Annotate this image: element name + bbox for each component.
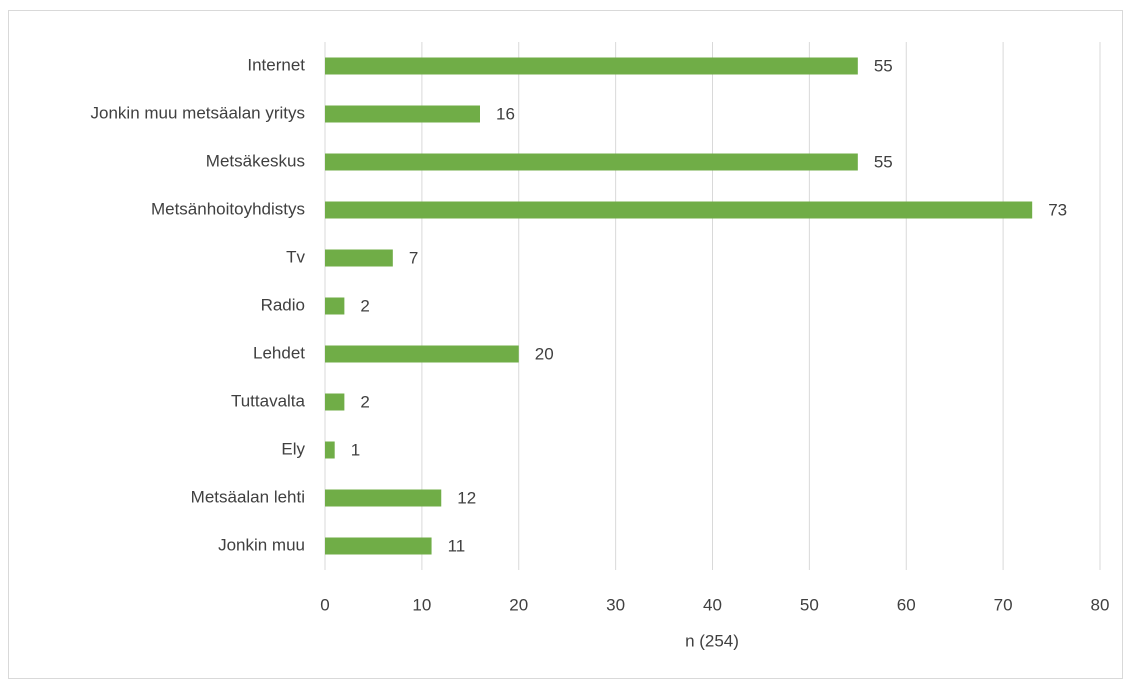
data-label: 1	[351, 440, 360, 459]
data-label: 2	[360, 392, 369, 411]
bar	[325, 297, 345, 315]
x-axis-label: n (254)	[685, 631, 739, 650]
y-tick-label: Internet	[247, 55, 305, 74]
x-tick-label: 40	[703, 595, 722, 614]
data-label: 12	[457, 488, 476, 507]
bar	[325, 489, 442, 507]
bar	[325, 201, 1033, 219]
data-label: 2	[360, 296, 369, 315]
chart-frame	[8, 10, 1123, 679]
data-label: 73	[1048, 200, 1067, 219]
x-tick-label: 50	[800, 595, 819, 614]
x-tick-label: 10	[412, 595, 431, 614]
data-label: 20	[535, 344, 554, 363]
bar	[325, 57, 858, 75]
bar	[325, 105, 480, 123]
bar	[325, 153, 858, 171]
y-tick-label: Metsäkeskus	[206, 151, 305, 170]
bar	[325, 249, 393, 267]
y-tick-label: Tv	[286, 247, 305, 266]
data-label: 16	[496, 104, 515, 123]
bar	[325, 441, 335, 459]
data-label: 55	[874, 56, 893, 75]
y-tick-label: Lehdet	[253, 343, 305, 362]
x-tick-label: 0	[320, 595, 329, 614]
data-label: 11	[448, 536, 466, 555]
y-tick-label: Jonkin muu metsäalan yritys	[91, 103, 305, 122]
y-tick-label: Metsänhoitoyhdistys	[151, 199, 305, 218]
y-tick-label: Radio	[261, 295, 305, 314]
bar	[325, 393, 345, 411]
data-label: 7	[409, 248, 418, 267]
x-tick-label: 70	[994, 595, 1013, 614]
x-tick-label: 30	[606, 595, 625, 614]
bar	[325, 537, 432, 555]
x-tick-label: 80	[1091, 595, 1110, 614]
data-label: 55	[874, 152, 893, 171]
y-tick-label: Metsäalan lehti	[191, 487, 305, 506]
y-tick-label: Ely	[281, 439, 305, 458]
x-tick-label: 20	[509, 595, 528, 614]
y-tick-label: Tuttavalta	[231, 391, 306, 410]
y-tick-label: Jonkin muu	[218, 535, 305, 554]
x-tick-label: 60	[897, 595, 916, 614]
bar	[325, 345, 519, 363]
